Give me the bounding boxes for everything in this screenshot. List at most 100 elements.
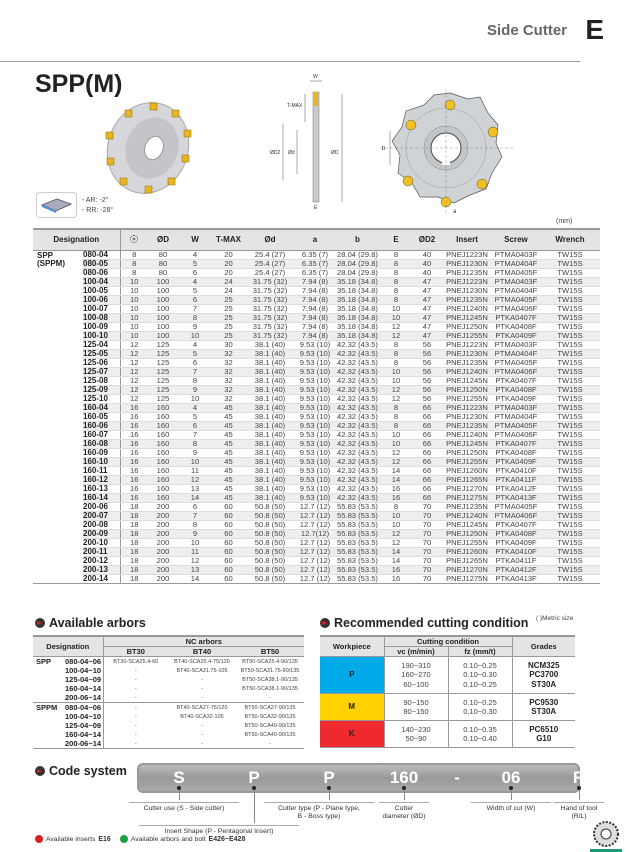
cell: 12: [380, 322, 412, 332]
code-dot: [402, 786, 406, 790]
arbor-cell: -: [134, 667, 137, 674]
designation-code: 125-09: [83, 385, 121, 395]
axial-rake: - AR: -2°: [82, 197, 109, 204]
cell: 10: [178, 457, 212, 467]
cell: 60: [212, 556, 245, 566]
cell: 16: [120, 448, 148, 458]
arbors-page-link[interactable]: E426~E428: [208, 835, 246, 843]
cell: 60: [212, 520, 245, 530]
cell: 55.83 (53.5): [335, 538, 380, 548]
cutting-row: M 90~150 80~150 0.10~0.25 0.10~0.30 PC9530 ST3…: [320, 693, 575, 721]
arbor-row: 125-04~09 - - BT50-SCA38.1-90/135: [33, 675, 304, 684]
cell: 45: [212, 403, 245, 413]
cell: 70: [412, 547, 442, 557]
cell: 6.35 (7): [295, 250, 335, 260]
cutting-row: P 190~310 160~270 60~100 0.10~0.25 0.10~0.30 0…: [320, 656, 575, 694]
arbor-designation-header: Designation: [33, 635, 104, 657]
cell: 25: [212, 331, 245, 341]
cell: 16: [380, 493, 412, 503]
cell: 16: [380, 565, 412, 575]
cell: 200: [148, 520, 178, 530]
cell: 100: [148, 286, 178, 296]
cell: 70: [412, 556, 442, 566]
cell: PTKA0409F: [492, 331, 540, 341]
cell: 7.94 (8): [295, 286, 335, 296]
col-header: ØD2: [412, 228, 442, 251]
col-header: Wrench: [540, 228, 600, 251]
cell: 8: [380, 502, 412, 512]
grades-cell: PC9530 ST30A: [512, 693, 575, 721]
cell: 13: [178, 565, 212, 575]
arbor-prefix: [33, 684, 65, 693]
cell: 7.94 (8): [295, 277, 335, 287]
arbors-ref-label: Available arbors and bolt: [130, 835, 206, 843]
cell: 32: [212, 358, 245, 368]
cell: TW15S: [540, 295, 600, 305]
cell: 60: [212, 538, 245, 548]
designation-code: 160-08: [83, 439, 121, 449]
arbor-cell: -: [236, 739, 304, 749]
arbor-prefix: [33, 693, 65, 703]
designation-code: 080-05: [83, 259, 121, 269]
arbor-row: 200-06~14- - -: [33, 739, 304, 749]
cell: 25: [212, 322, 245, 332]
cell: 125: [148, 367, 178, 377]
unit-label: (mm): [556, 218, 573, 225]
cell: 38.1 (40): [245, 403, 295, 413]
cell: 9.53 (10): [295, 403, 335, 413]
inserts-page-link[interactable]: E16: [98, 835, 111, 843]
cell: 200: [148, 511, 178, 521]
cell: 8: [380, 349, 412, 359]
cell: 200: [148, 547, 178, 557]
cell: 10: [120, 295, 148, 305]
cell: 12: [380, 394, 412, 404]
cell: PNEJ1223N: [442, 340, 492, 350]
cell: 200: [148, 538, 178, 548]
table-row: 160-13 16 160 13 45 38.1 (40) 9.53 (10) 42.32 (…: [33, 484, 600, 494]
table-row: 160-10 16 160 10 45 38.1 (40) 9.53 (10) 42.32 (…: [33, 457, 600, 467]
cell: 25: [212, 295, 245, 305]
cell: PTMA0406F: [492, 511, 540, 521]
cell: 32: [212, 349, 245, 359]
cell: PNEJ1245N: [442, 376, 492, 386]
fz-value: 0.10~0.30: [463, 707, 497, 716]
table-row: 125-08 12 125 8 32 38.1 (40) 9.53 (10) 42.32 (4…: [33, 376, 600, 386]
cell: 6.35 (7): [295, 259, 335, 269]
cell: 14: [380, 475, 412, 485]
cell: 9.53 (10): [295, 439, 335, 449]
cell: 9.53 (10): [295, 493, 335, 503]
cell: 47: [412, 286, 442, 296]
cell: TW15S: [540, 421, 600, 431]
cell: 18: [120, 565, 148, 575]
cell: PTMA0403F: [492, 403, 540, 413]
cell: 25.4 (27): [245, 268, 295, 278]
cell: 31.75 (32): [245, 295, 295, 305]
table-row: 200-11 18 200 11 60 50.8 (50) 12.7 (12) 55.83 (…: [33, 547, 600, 557]
cell: TW15S: [540, 430, 600, 440]
designation-code: 200-08: [83, 520, 121, 530]
cell: 7: [178, 304, 212, 314]
cell: TW15S: [540, 403, 600, 413]
code-char: R: [572, 768, 586, 787]
vc-value: 80~150: [403, 707, 429, 716]
cell: 5: [178, 259, 212, 269]
arbor-row: SPPM 080-04~06 - BT40-SCA27-75/120 BT50-SCA2…: [33, 702, 304, 712]
cell: 12.7 (12): [295, 565, 335, 575]
table-row: 160-09 16 160 9 45 38.1 (40) 9.53 (10) 42.32 (4…: [33, 448, 600, 458]
cell: 7.94 (8): [295, 322, 335, 332]
designation-code: 200-14: [83, 574, 121, 584]
cell: 42.32 (43.5): [335, 466, 380, 476]
cell: 60: [212, 547, 245, 557]
designation-code: 100-09: [83, 322, 121, 332]
code-dot: [177, 786, 181, 790]
code-label-width: Width of cut (W): [471, 802, 551, 813]
cell: 38.1 (40): [245, 412, 295, 422]
table-row: 100-06 10 100 6 25 31.75 (32) 7.94 (8) 35.18 (3…: [33, 295, 600, 305]
cell: 47: [412, 295, 442, 305]
cell: 45: [212, 484, 245, 494]
nc-arbors-header: NC arbors: [103, 635, 304, 647]
col-header: T-MAX: [212, 228, 245, 251]
grades-value: ST30A: [531, 679, 557, 689]
angle-specs: - AR: -2° - RR: -28°: [82, 196, 113, 216]
label-w: W: [313, 74, 318, 80]
